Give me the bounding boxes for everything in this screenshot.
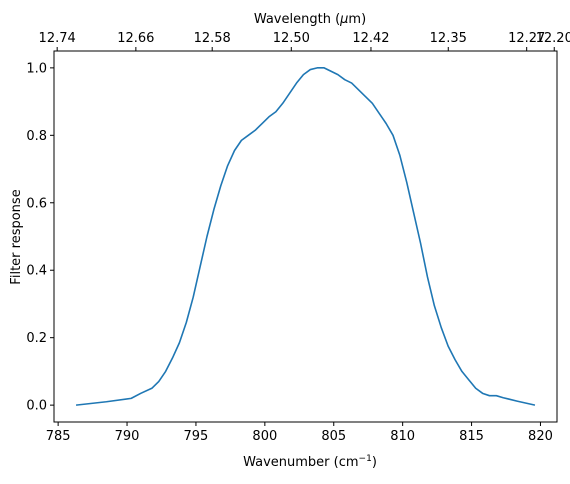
left-y-axis-ticks: 0.0 0.2 0.4 0.6 0.8 1.0 <box>26 61 54 414</box>
y-tick-label: 0.4 <box>26 264 47 279</box>
plot-frame <box>53 50 558 423</box>
top-tick-label: 12.27 <box>508 31 545 46</box>
x-tick-label: 810 <box>390 429 415 444</box>
x-tick-label: 785 <box>46 429 71 444</box>
y-tick-label: 1.0 <box>26 61 47 76</box>
top-tick-label: 12.35 <box>430 31 467 46</box>
series-layer <box>75 67 536 406</box>
top-tick-label: 12.20 <box>536 31 570 46</box>
x-tick-label: 800 <box>252 429 277 444</box>
x-tick-label: 795 <box>184 429 209 444</box>
y-tick-label: 0.8 <box>26 129 47 144</box>
top-tick-label: 12.66 <box>117 31 154 46</box>
y-tick-label: 0.6 <box>26 196 47 211</box>
top-tick-label: 12.50 <box>273 31 310 46</box>
x-tick-label: 820 <box>528 429 553 444</box>
y-tick-label: 0.0 <box>26 399 47 414</box>
y-tick-label: 0.2 <box>26 331 47 346</box>
x-tick-label: 790 <box>115 429 140 444</box>
series-line-0 <box>75 67 536 406</box>
top-tick-label: 12.42 <box>352 31 389 46</box>
x-tick-label: 805 <box>321 429 346 444</box>
x-tick-label: 815 <box>459 429 484 444</box>
x-axis-title: Wavenumber (cm−1) <box>243 454 377 470</box>
top-tick-label: 12.58 <box>194 31 231 46</box>
bottom-x-axis-ticks: 785 790 795 800 805 810 815 820 <box>46 422 553 444</box>
top-x-axis-title: Wavelength (μm) <box>254 12 366 27</box>
top-tick-label: 12.74 <box>39 31 76 46</box>
y-axis-title: Filter response <box>9 189 24 284</box>
